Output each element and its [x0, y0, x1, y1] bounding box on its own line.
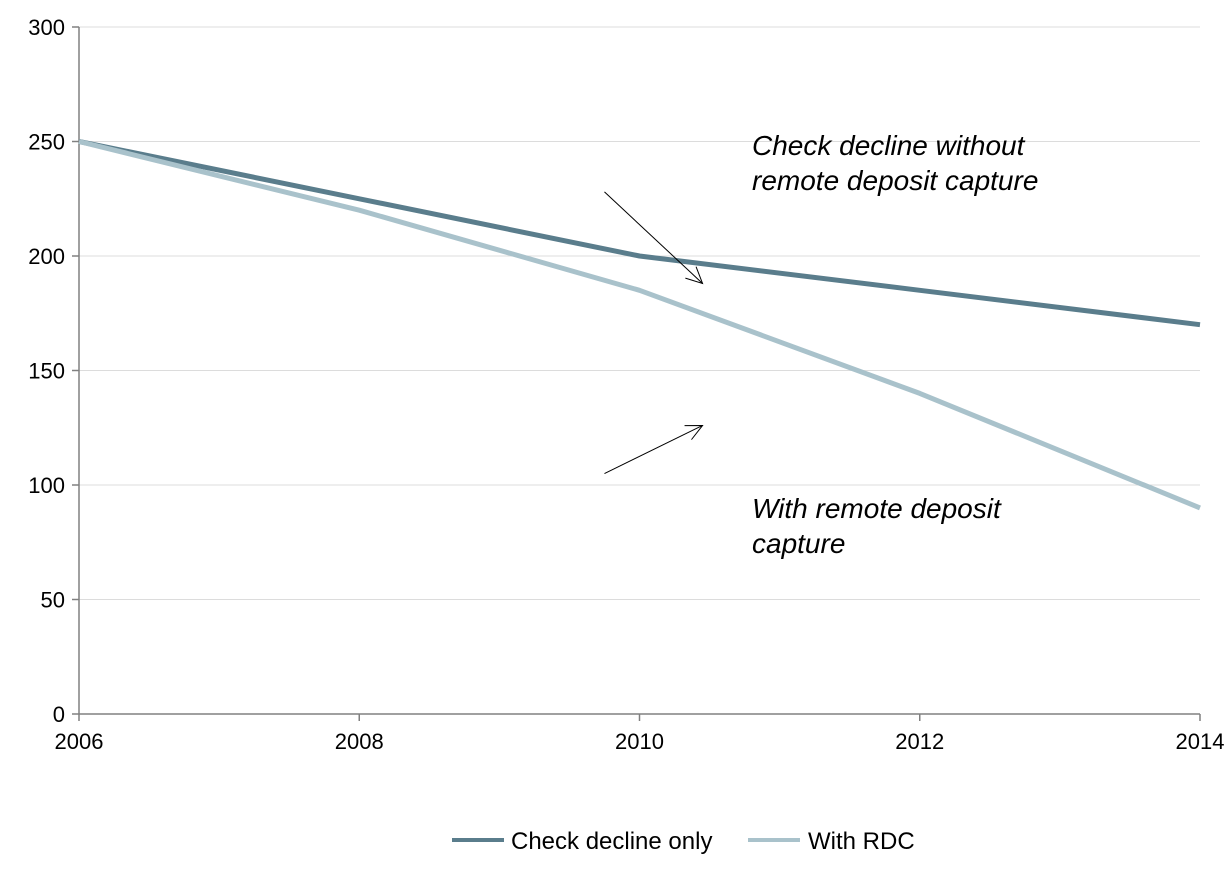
y-tick-label-300: 300 [28, 15, 65, 40]
x-tick-label-2010: 2010 [615, 729, 664, 754]
annotation-check-decline: Check decline without remote deposit cap… [752, 130, 1038, 196]
y-tick-label-150: 150 [28, 359, 65, 384]
y-axis-ticks: 0 50 100 150 200 250 300 [28, 15, 79, 727]
x-tick-label-2006: 2006 [55, 729, 104, 754]
annotation-arrowhead-1 [684, 424, 704, 440]
annotation-with-rdc: With remote deposit capture [752, 493, 1009, 559]
legend-label-check-decline: Check decline only [511, 828, 712, 855]
annotation-check-decline-line-1: Check decline without [752, 130, 1026, 161]
annotations: Check decline without remote deposit cap… [604, 130, 1038, 559]
legend: Check decline only With RDC [452, 828, 915, 855]
annotation-arrowhead-0 [685, 266, 704, 285]
legend-label-with-rdc: With RDC [808, 828, 915, 855]
annotation-arrow-0 [604, 191, 703, 284]
x-tick-label-2014: 2014 [1176, 729, 1225, 754]
x-tick-label-2008: 2008 [335, 729, 384, 754]
annotation-check-decline-line-2: remote deposit capture [752, 165, 1038, 196]
series-line-check-decline-only [78, 139, 1201, 328]
x-tick-label-2012: 2012 [895, 729, 944, 754]
y-tick-label-100: 100 [28, 473, 65, 498]
y-tick-label-250: 250 [28, 130, 65, 155]
series-layer [78, 139, 1201, 511]
series-line-with-rdc [78, 139, 1201, 511]
y-tick-label-200: 200 [28, 244, 65, 269]
gridlines [79, 26, 1200, 600]
y-tick-label-50: 50 [41, 588, 65, 613]
annotation-with-rdc-line-1: With remote deposit [752, 493, 1002, 524]
x-axis-ticks: 2006 2008 2010 2012 2014 [55, 714, 1225, 754]
annotation-with-rdc-line-2: capture [752, 528, 845, 559]
y-tick-label-0: 0 [53, 702, 65, 727]
annotation-arrow-1 [604, 425, 703, 474]
